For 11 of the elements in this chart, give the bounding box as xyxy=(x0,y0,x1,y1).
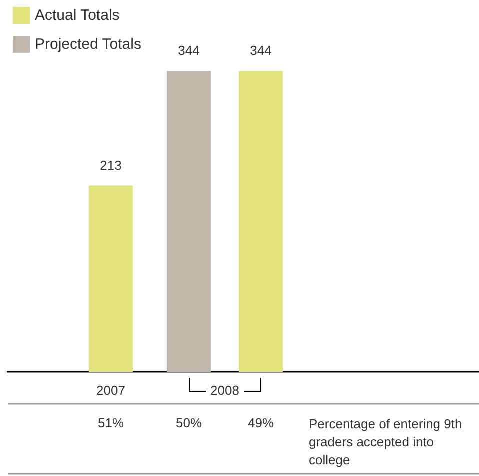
x-tick-label: 2007 xyxy=(96,383,126,398)
text: 49% xyxy=(248,416,274,430)
data-label: 344 xyxy=(178,43,200,58)
legend-label: Projected Totals xyxy=(35,36,142,53)
text: Percentage of entering 9th graders accepted into college xyxy=(309,416,466,468)
x-tick-label: 2008 xyxy=(210,383,240,398)
legend-label: Actual Totals xyxy=(35,7,120,24)
text: 50% xyxy=(176,416,202,430)
data-label: 344 xyxy=(250,43,272,58)
text: 51% xyxy=(98,416,124,430)
data-label: 213 xyxy=(100,158,122,173)
